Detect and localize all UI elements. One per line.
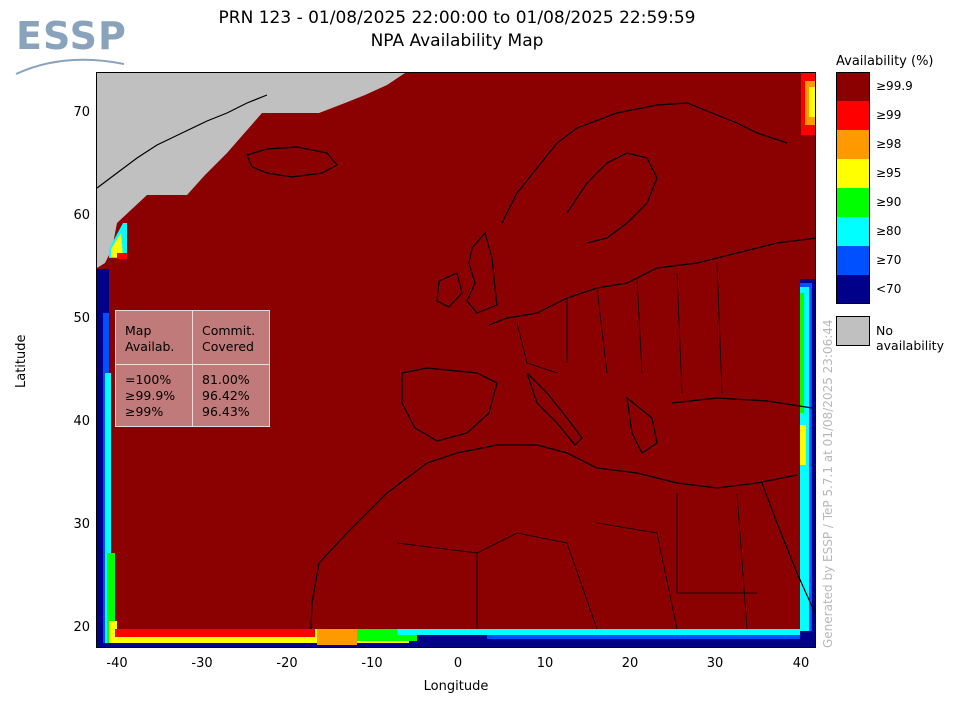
no-availability-region	[97, 73, 405, 268]
legend-title: Availability (%)	[836, 54, 934, 69]
y-axis-label: Latitude	[14, 334, 29, 388]
map-subtitle: NPA Availability Map	[370, 31, 544, 51]
x-tick-label: -10	[361, 656, 383, 671]
legend-label: <70	[876, 282, 902, 296]
logo-text: ESSP	[16, 14, 127, 58]
x-tick-label: -20	[276, 656, 298, 671]
stats-row-label: ≥99%	[125, 404, 164, 419]
x-tick-label: -30	[191, 656, 213, 671]
stats-col2-header: Commit. Covered	[202, 323, 256, 354]
map-title: PRN 123 - 01/08/2025 22:00:00 to 01/08/2…	[218, 8, 696, 28]
stats-row-value: 81.00%	[202, 372, 250, 387]
y-tick-label: 60	[73, 208, 90, 223]
y-tick-label: 20	[73, 620, 90, 635]
x-tick-label: 20	[621, 656, 639, 671]
stats-col1-header: Map Availab.	[125, 323, 175, 354]
legend-label: ≥95	[876, 166, 902, 180]
stats-row-value: 96.42%	[202, 388, 250, 403]
x-tick-label: 40	[792, 656, 810, 671]
legend-frame	[836, 72, 870, 304]
x-tick-label: 0	[453, 656, 463, 671]
essp-logo: ESSP	[14, 14, 134, 84]
x-axis-label: Longitude	[423, 679, 489, 694]
x-tick-label: 30	[706, 656, 724, 671]
y-tick-label: 40	[73, 414, 90, 429]
stats-row-label: =100%	[125, 372, 172, 387]
stats-table: Map Availab. Commit. Covered =100% 81.00…	[115, 310, 270, 427]
legend-swatch-no-availability	[836, 316, 870, 346]
logo-swoosh-icon	[15, 58, 125, 75]
x-tick-label: 10	[536, 656, 554, 671]
generated-by-text: Generated by ESSP / TeP 5.7.1 at 01/08/2…	[821, 319, 835, 648]
legend-label: ≥70	[876, 253, 902, 267]
legend-label: ≥99	[876, 108, 902, 122]
legend-label: ≥98	[876, 137, 902, 151]
coastlines	[97, 94, 815, 630]
legend-label: ≥90	[876, 195, 902, 209]
legend-label: ≥80	[876, 224, 902, 238]
y-tick-label: 70	[73, 105, 90, 120]
stats-row-label: ≥99.9%	[125, 388, 176, 403]
y-tick-label: 30	[73, 517, 90, 532]
y-tick-label: 50	[73, 311, 90, 326]
x-tick-label: -40	[106, 656, 128, 671]
legend-label-no-availability: No availability	[876, 323, 944, 353]
country-borders	[396, 262, 757, 630]
legend-label: ≥99.9	[876, 79, 913, 93]
stats-row-value: 96.43%	[202, 404, 250, 419]
